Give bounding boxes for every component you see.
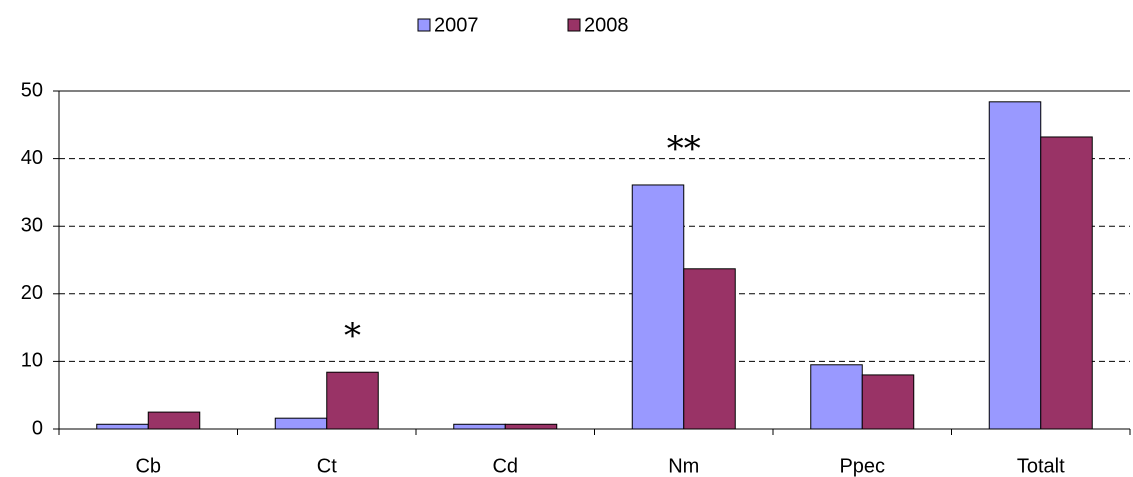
bar: [683, 268, 736, 430]
y-tick-label: 30: [21, 214, 43, 236]
x-tick-label: Ppec: [839, 455, 885, 477]
bar: [1040, 136, 1093, 430]
bar: [631, 184, 685, 430]
y-tick-label: 40: [21, 147, 43, 169]
y-tick-label: 20: [21, 282, 43, 304]
annotation: **: [667, 129, 701, 169]
y-tick-label: 0: [32, 417, 43, 439]
legend-swatch: [417, 18, 431, 32]
bar: [861, 374, 915, 430]
y-tick-label: 10: [21, 350, 43, 372]
legend-label: 2008: [584, 14, 629, 36]
annotation: *: [344, 316, 361, 356]
legend-swatch: [567, 18, 581, 32]
bar: [274, 417, 328, 430]
bar: [96, 423, 149, 430]
x-tick-label: Ct: [317, 455, 337, 477]
bar: [810, 364, 863, 430]
x-tick-label: Nm: [668, 455, 699, 477]
y-tick-label: 50: [21, 79, 43, 101]
legend-label: 2007: [434, 14, 479, 36]
bar: [988, 101, 1042, 430]
bar: [453, 423, 506, 430]
bar: [326, 371, 379, 430]
x-tick-label: Cd: [492, 455, 518, 477]
x-tick-label: Totalt: [1017, 455, 1065, 477]
bar: [147, 411, 201, 430]
x-tick-label: Cb: [135, 455, 161, 477]
bar: [504, 423, 558, 430]
